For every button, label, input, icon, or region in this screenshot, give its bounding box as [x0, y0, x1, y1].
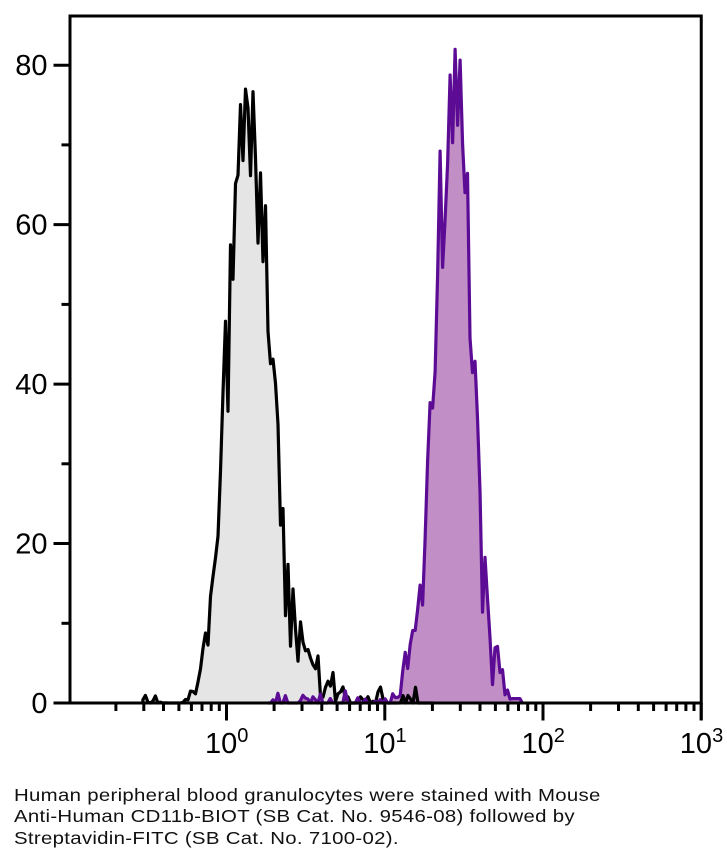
svg-text:101: 101: [363, 725, 406, 760]
svg-text:102: 102: [522, 725, 565, 760]
svg-text:60: 60: [15, 210, 47, 242]
svg-text:80: 80: [15, 50, 47, 82]
svg-text:100: 100: [205, 725, 248, 760]
svg-text:40: 40: [15, 369, 47, 401]
svg-text:0: 0: [31, 688, 47, 720]
svg-text:20: 20: [15, 529, 47, 561]
svg-text:103: 103: [680, 725, 723, 760]
